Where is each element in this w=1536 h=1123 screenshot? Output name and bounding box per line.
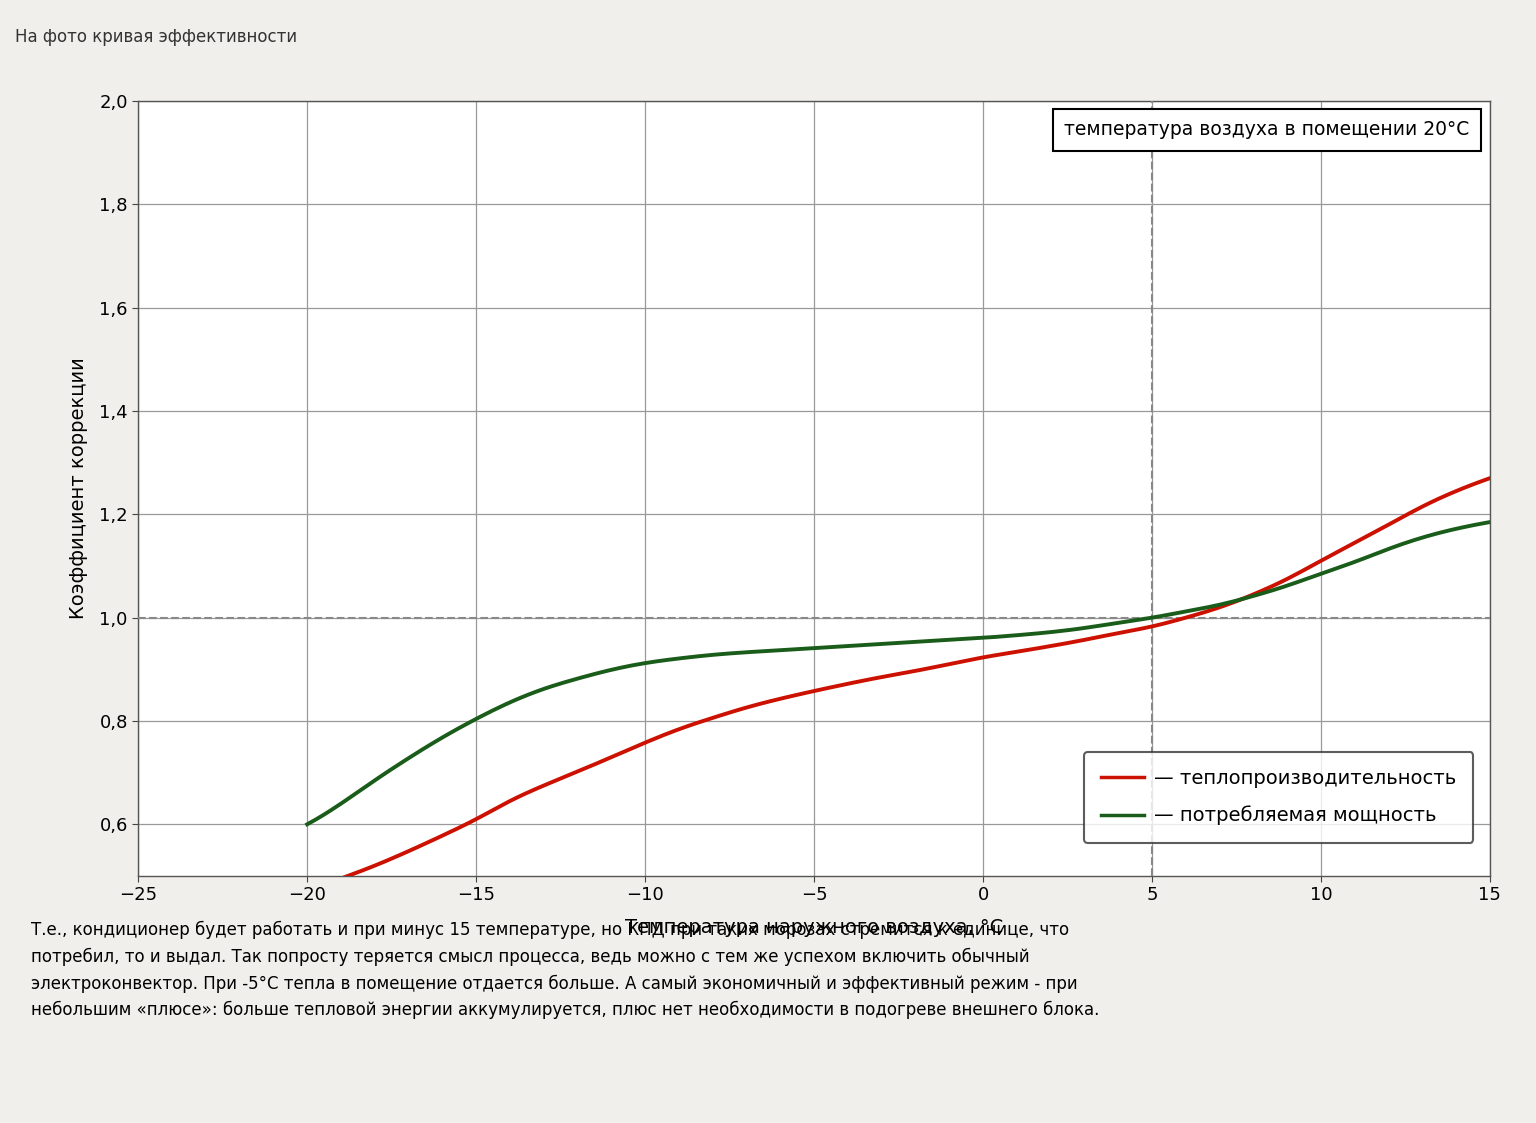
X-axis label: Температура наружного воздуха, °C: Температура наружного воздуха, °C xyxy=(625,919,1003,938)
Text: На фото кривая эффективности: На фото кривая эффективности xyxy=(15,28,298,46)
Text: температура воздуха в помещении 20°C: температура воздуха в помещении 20°C xyxy=(1064,120,1470,139)
Legend: — теплопроизводительность, — потребляемая мощность: — теплопроизводительность, — потребляема… xyxy=(1084,751,1473,843)
Y-axis label: Коэффициент коррекции: Коэффициент коррекции xyxy=(69,357,88,620)
Text: Т.е., кондиционер будет работать и при минус 15 температуре, но КПД при таких мо: Т.е., кондиционер будет работать и при м… xyxy=(31,921,1100,1020)
